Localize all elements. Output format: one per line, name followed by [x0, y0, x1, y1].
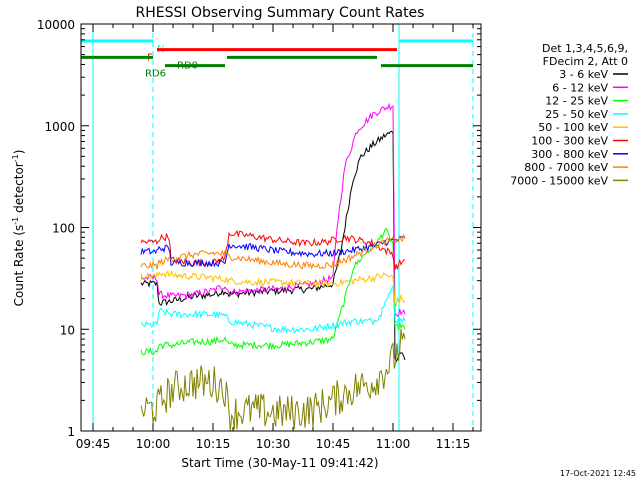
y-axis: 1 10 100 1000 10000	[37, 18, 481, 439]
legend: Det 1,3,4,5,6,9, FDecim 2, Att 0 3 - 6 k…	[510, 42, 628, 187]
legend-entry-label: 3 - 6 keV	[559, 68, 608, 81]
y-tick-label: 10000	[37, 18, 75, 32]
legend-header-line-2: FDecim 2, Att 0	[543, 55, 628, 68]
legend-entry-label: 50 - 100 keV	[538, 121, 608, 134]
legend-entry-label: 300 - 800 keV	[531, 148, 608, 161]
y-tick-label: 1000	[44, 120, 75, 134]
y-axis-label: Count Rate (s-1 detector-1)	[11, 150, 26, 307]
x-tick-label: 10:30	[256, 437, 291, 451]
series-line	[140, 284, 406, 334]
x-tick-label: 10:00	[136, 437, 171, 451]
series-line	[140, 130, 406, 363]
x-axis: 09:45 10:00 10:15 10:30 10:45 11:00 11:15	[76, 24, 474, 451]
chart-title: RHESSI Observing Summary Count Rates	[136, 5, 425, 21]
legend-entry-label: 6 - 12 keV	[552, 81, 608, 94]
legend-entry-label: 25 - 50 keV	[545, 108, 608, 121]
legend-entry-label: 7000 - 15000 keV	[510, 174, 608, 187]
y-tick-label: 1	[67, 425, 75, 439]
series-line	[140, 328, 406, 432]
series-line	[140, 235, 406, 268]
x-tick-label: 10:45	[316, 437, 351, 451]
y-tick-label: 100	[52, 222, 75, 236]
generation-timestamp: 17-Oct-2021 12:45	[560, 469, 636, 478]
y-tick-label: 10	[60, 323, 75, 337]
plot-frame	[80, 23, 482, 432]
series-line	[140, 233, 406, 270]
legend-entry-label: 800 - 7000 keV	[524, 161, 608, 174]
legend-entry-label: 100 - 300 keV	[531, 135, 608, 148]
legend-header-line-1: Det 1,3,4,5,6,9,	[542, 42, 628, 55]
series-line	[140, 102, 406, 317]
flag-label: RD6	[145, 69, 166, 80]
x-axis-label: Start Time (30-May-11 09:41:42)	[181, 456, 378, 470]
series-line	[140, 229, 406, 270]
x-tick-label: 11:00	[376, 437, 411, 451]
series-line	[140, 227, 406, 356]
x-tick-label: 11:15	[436, 437, 471, 451]
legend-entry-label: 12 - 25 keV	[545, 95, 608, 108]
series-line	[140, 270, 406, 307]
x-tick-label: 10:15	[196, 437, 231, 451]
x-tick-label: 09:45	[76, 437, 111, 451]
